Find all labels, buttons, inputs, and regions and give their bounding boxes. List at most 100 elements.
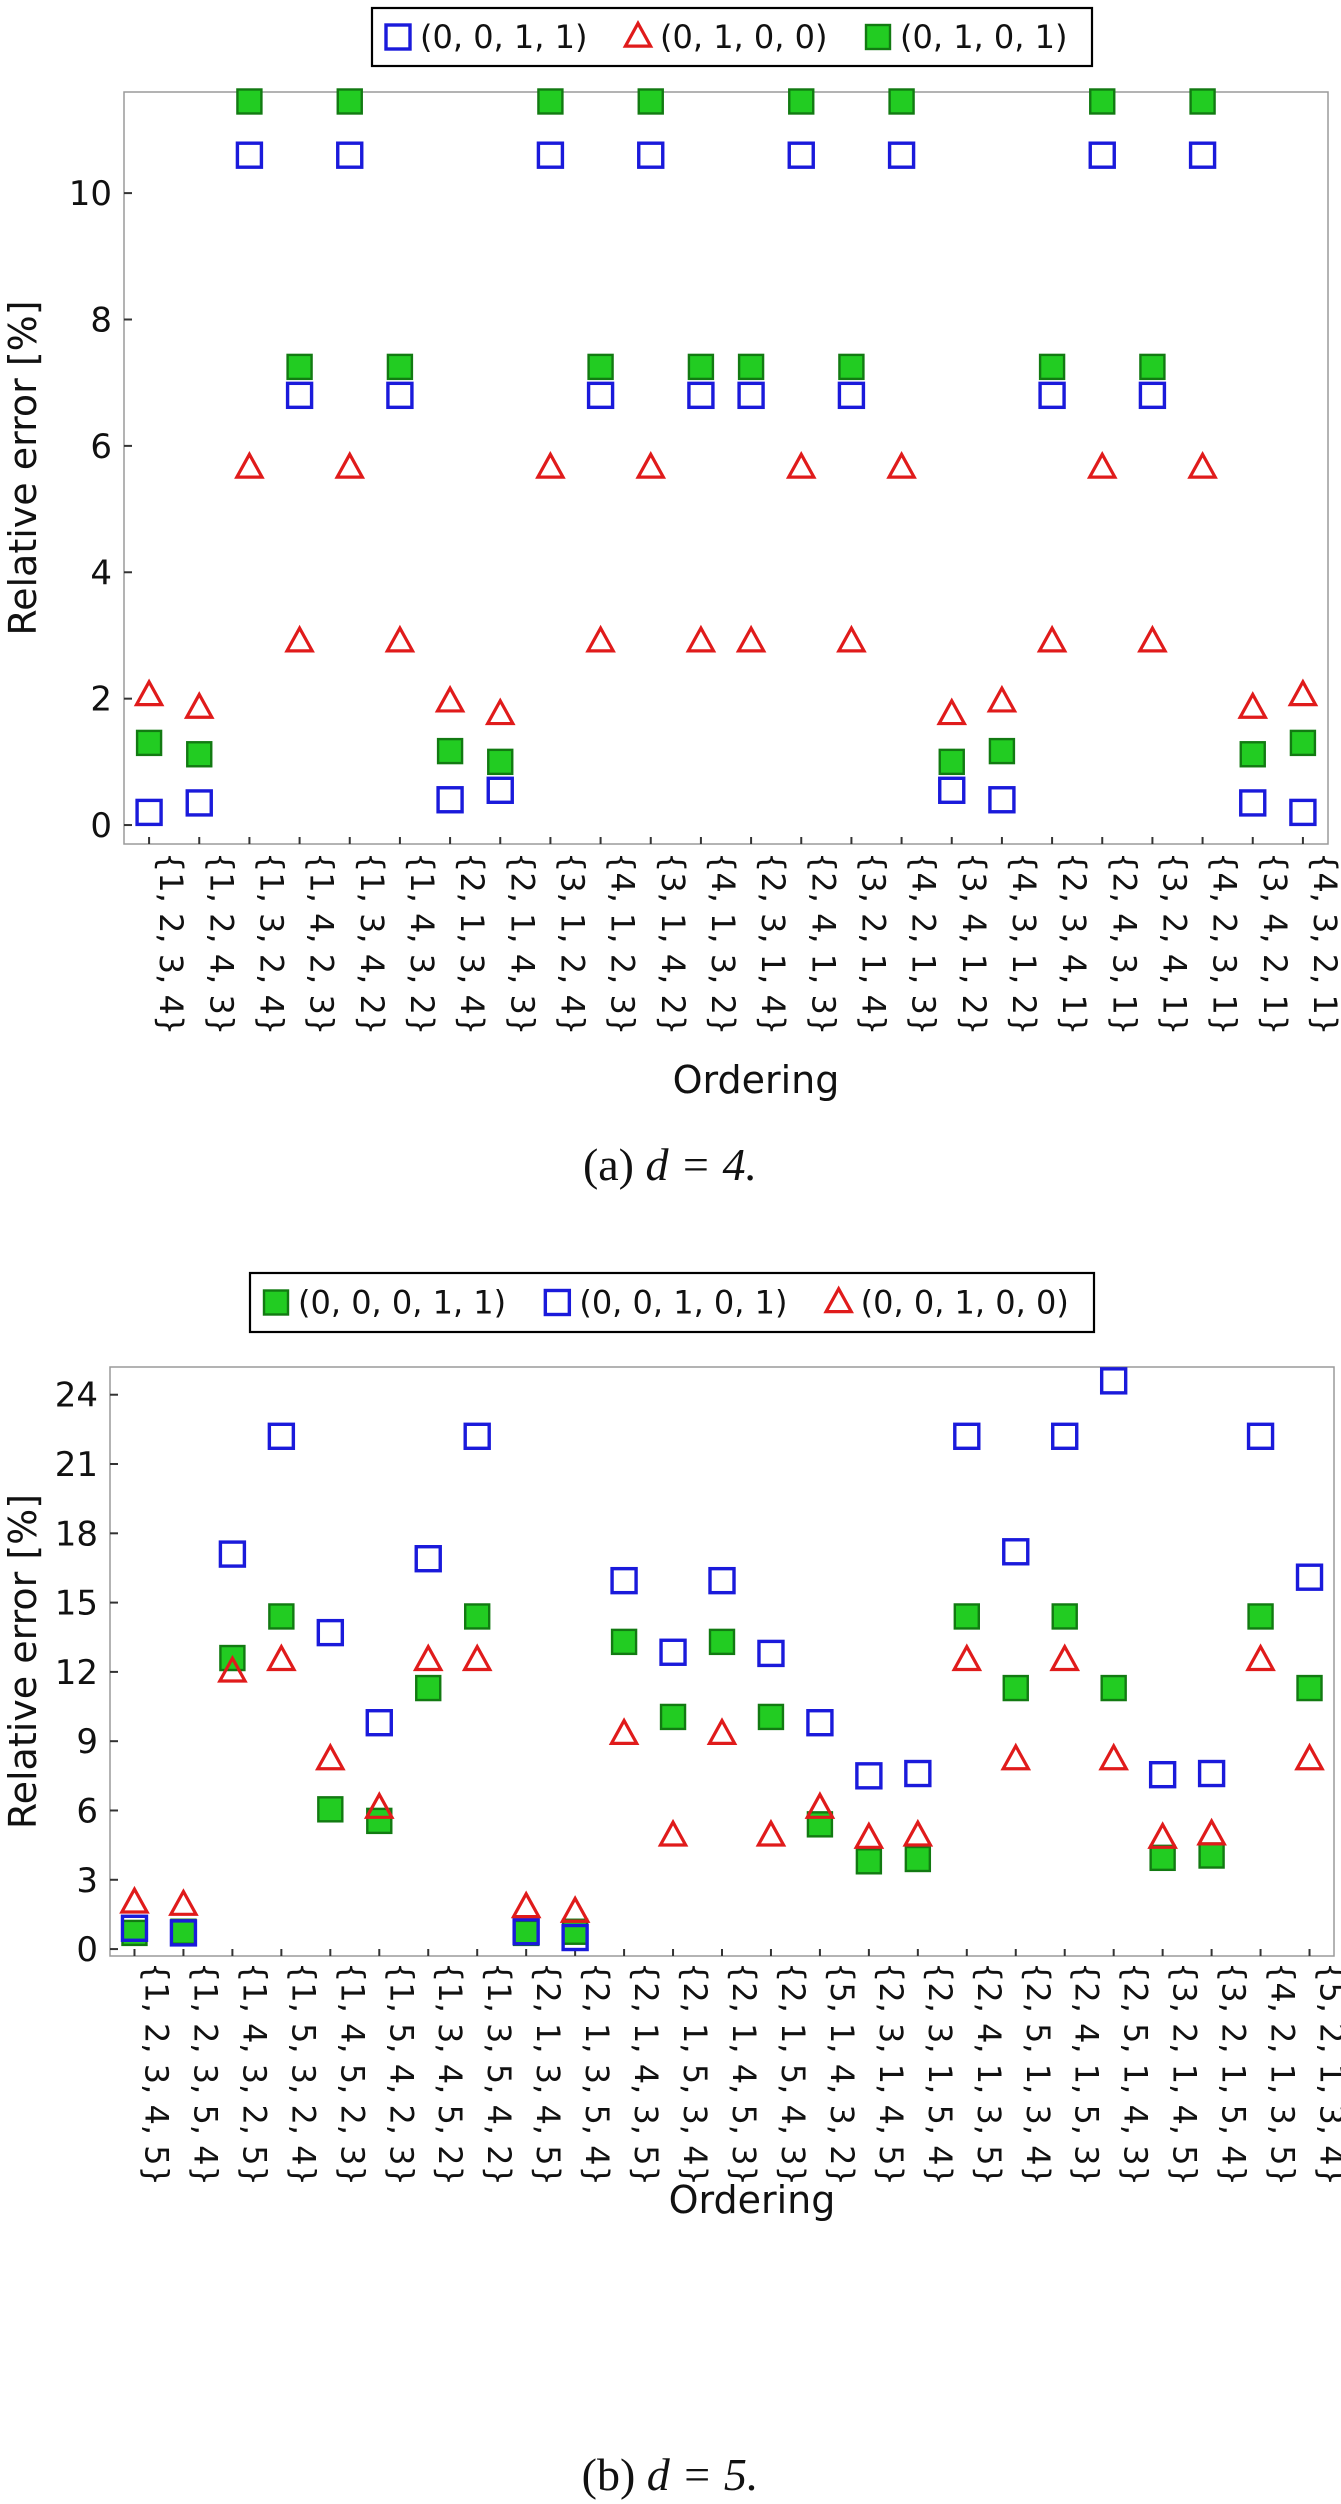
chart-2-point (512, 1919, 540, 1947)
chart-1-point (637, 88, 664, 115)
chart-2-point (755, 1818, 787, 1847)
chart-2-point (855, 1762, 883, 1790)
chart-1-xtick-label: {3, 2, 1, 4} (854, 852, 892, 1035)
chart-2-xtick-label: {2, 1, 3, 5, 4} (578, 1962, 616, 2186)
chart-2-point (853, 1821, 885, 1849)
chart-1-legend-marker (384, 23, 412, 51)
chart-1-legend-label: (0, 1, 0, 1) (900, 18, 1067, 56)
chart-2-point (559, 1895, 591, 1923)
chart-2-xtick-label: {2, 1, 4, 5, 3} (725, 1962, 763, 2186)
chart-1-point (285, 381, 314, 410)
chart-1-point (888, 88, 915, 115)
chart-1-point (1138, 381, 1167, 410)
chart-2-point (659, 1638, 687, 1666)
chart-1-point (386, 353, 414, 381)
chart-1-xtick-label: {4, 1, 2, 3} (604, 852, 642, 1035)
chart-2-xtick-label: {3, 2, 1, 4, 5} (1166, 1962, 1204, 2186)
chart-1-xtick-label: {2, 4, 1, 3} (804, 852, 842, 1035)
chart-2-point (317, 1796, 344, 1823)
chart-2-point (902, 1818, 934, 1847)
chart-1-point (537, 88, 564, 115)
chart-2-xtick-label: {1, 4, 3, 2, 5} (235, 1962, 273, 2186)
chart-2-y-axis-label: Relative error [%] (1, 1494, 45, 1829)
chart-1-xtick-label: {1, 2, 3, 4} (152, 852, 190, 1035)
chart-2-xtick-label: {3, 2, 1, 5, 4} (1215, 1962, 1253, 2186)
chart-2-xtick-label: {2, 4, 1, 3, 5} (970, 1962, 1008, 2186)
chart-2-point (120, 1914, 149, 1942)
chart-2-point (365, 1709, 393, 1737)
chart-1-point (785, 451, 817, 479)
chart-2-xtick-label: {1, 2, 3, 5, 4} (186, 1962, 224, 2186)
chart-1-point (788, 88, 815, 115)
chart-2-point (463, 1422, 491, 1450)
chart-1-point (837, 381, 866, 410)
chart-2-point (951, 1643, 983, 1672)
chart-2-xtick-label: {1, 2, 3, 4, 5} (137, 1962, 175, 2186)
chart-1-ytick-label: 6 (90, 427, 112, 467)
chart-2-point (510, 1890, 542, 1919)
chart-1-point (988, 786, 1016, 814)
chart-1-legend-label: (0, 1, 0, 0) (660, 18, 827, 56)
chart-1-ytick-label: 10 (69, 174, 112, 214)
chart-2-ytick-label: 6 (76, 1791, 98, 1831)
chart-1-point (887, 141, 916, 169)
chart-1-point (1036, 624, 1068, 653)
chart-2-point (1002, 1538, 1030, 1566)
chart-1-point (1189, 88, 1216, 115)
chart-2-xtick-label: {4, 2, 1, 3, 5} (1264, 1962, 1302, 2186)
chart-1-point (235, 141, 264, 169)
chart-1-caption: (a) d = 4. (583, 1139, 757, 1190)
chart-2-legend-marker (543, 1288, 572, 1317)
chart-2-point (610, 1628, 638, 1656)
chart-1-point (486, 776, 514, 804)
chart-1-point (384, 624, 416, 653)
chart-1-point (737, 353, 765, 381)
chart-2-point (1196, 1817, 1227, 1846)
chart-1-point (1139, 353, 1166, 381)
chart-1-xtick-label: {2, 3, 4, 1} (1055, 852, 1093, 1035)
chart-1-point (535, 451, 566, 479)
chart-2-ytick-label: 21 (55, 1445, 98, 1485)
chart-2-point (855, 1848, 883, 1875)
chart-1-xtick-label: {3, 1, 2, 4} (553, 852, 591, 1035)
chart-2-point (904, 1759, 932, 1788)
chart-2-point (169, 1919, 198, 1947)
chart-1-point (1237, 691, 1269, 719)
chart-1-point (886, 451, 917, 479)
chart-2-point (1100, 1674, 1127, 1702)
chart-2-point (1245, 1643, 1276, 1672)
chart-2-point (217, 1654, 248, 1683)
chart-2-point (804, 1791, 836, 1819)
chart-1-point (286, 353, 313, 381)
chart-2-point (1098, 1742, 1129, 1771)
chart-1-point (1038, 353, 1066, 381)
chart-1-xtick-label: {2, 3, 1, 4} (754, 852, 792, 1035)
chart-1-xtick-label: {3, 4, 1, 2} (955, 852, 993, 1035)
chart-2-legend-label: (0, 0, 1, 0, 0) (861, 1284, 1069, 1322)
chart-1-xtick-label: {2, 4, 3, 1} (1105, 852, 1143, 1035)
chart-1-xtick-label: {1, 3, 4, 2} (353, 852, 391, 1035)
chart-2-xtick-label: {2, 1, 3, 4, 5} (529, 1962, 567, 2186)
chart-2-point (119, 1885, 150, 1914)
chart-2-point (708, 1628, 736, 1656)
chart-1-point (183, 691, 215, 719)
chart-1-xtick-label: {3, 1, 4, 2} (654, 852, 692, 1035)
chart-2-xtick-label: {2, 1, 5, 3, 4} (676, 1962, 714, 2186)
chart-1-point (1038, 381, 1066, 410)
chart-1-ytick-label: 8 (90, 300, 112, 340)
chart-1-point (1188, 141, 1217, 169)
chart-1: 0 2 4 6 8 10 {1, 2, 3, 4} {1, 2, 4, 3} {1, 3, 2,… (1, 6, 1341, 1190)
chart-1-xtick-label: {1, 4, 3, 2} (403, 852, 441, 1035)
chart-1-point (336, 88, 363, 115)
chart-2-point (1197, 1759, 1226, 1788)
chart-2-point (268, 1603, 295, 1630)
chart-2-point (1051, 1603, 1078, 1630)
chart-2-xtick-label: {2, 1, 4, 3, 5} (627, 1962, 665, 2186)
chart-1-xtick-label: {3, 2, 4, 1} (1155, 852, 1193, 1035)
chart-1-point (386, 381, 414, 410)
chart-1-xtick-label: {1, 3, 2, 4} (252, 852, 290, 1035)
chart-1-xtick-label: {4, 3, 2, 1} (1306, 852, 1341, 1035)
chart-2-point (561, 1918, 589, 1945)
chart-1-point (737, 381, 765, 410)
chart-2-point (1198, 1842, 1225, 1869)
